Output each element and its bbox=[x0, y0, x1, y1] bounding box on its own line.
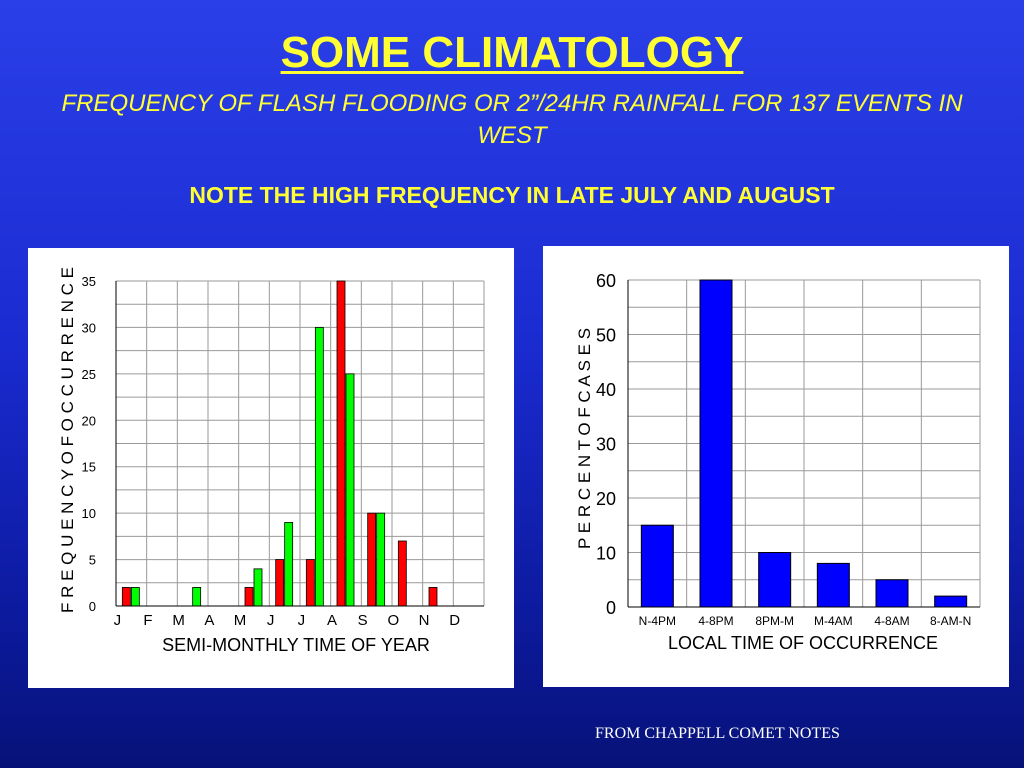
y-tick-label: 5 bbox=[89, 553, 96, 568]
y-axis-label: F R E Q U E N C Y O F O C C U R R E N C … bbox=[58, 267, 77, 613]
x-tick-label: A bbox=[327, 612, 337, 629]
bar-series-2 bbox=[345, 373, 355, 607]
y-tick-label: 10 bbox=[82, 506, 96, 521]
bar-series-1 bbox=[275, 559, 285, 607]
x-tick-label: S bbox=[358, 612, 368, 629]
bar-series-1 bbox=[305, 559, 315, 607]
bar bbox=[699, 279, 733, 608]
bar bbox=[640, 524, 674, 608]
x-tick-label: N bbox=[419, 612, 430, 629]
time-of-day-percent-chart: 0 10 20 30 40 50 60 N-4PM 4-8PM 8PM-M M-4AM 4-8AM 8-… bbox=[575, 271, 981, 653]
x-tick-label: 4-8PM bbox=[698, 614, 733, 628]
x-tick-label: M-4AM bbox=[814, 614, 853, 628]
source-credit: FROM CHAPPELL COMET NOTES bbox=[595, 725, 840, 742]
slide-title: SOME CLIMATOLOGY bbox=[280, 28, 744, 77]
bar-series-2 bbox=[284, 522, 294, 607]
x-tick-label: O bbox=[387, 612, 399, 629]
y-tick-label: 40 bbox=[596, 380, 616, 400]
bar-series-1 bbox=[397, 540, 407, 607]
y-tick-label: 35 bbox=[82, 274, 96, 289]
bar-series-2 bbox=[192, 587, 202, 607]
x-tick-label: M bbox=[172, 612, 185, 629]
y-tick-label: 50 bbox=[596, 326, 616, 346]
bar bbox=[816, 562, 850, 608]
y-tick-label: 15 bbox=[82, 460, 96, 475]
bar bbox=[875, 579, 909, 608]
bar-series-2 bbox=[314, 327, 324, 607]
x-tick-label: A bbox=[204, 612, 214, 629]
y-tick-label: 30 bbox=[82, 320, 96, 335]
bar bbox=[934, 595, 968, 608]
x-tick-label: N-4PM bbox=[639, 614, 676, 628]
semi-monthly-frequency-chart: 0 5 10 15 20 25 30 35 J F M A M J J A S O N D SEMI-MONTHLY T… bbox=[58, 267, 485, 655]
x-tick-label: J bbox=[298, 612, 306, 629]
bar-series-1 bbox=[367, 512, 377, 607]
bar-series-1 bbox=[121, 587, 131, 607]
y-tick-label: 0 bbox=[606, 598, 616, 618]
y-tick-label: 60 bbox=[596, 271, 616, 291]
bar bbox=[758, 552, 792, 608]
bar-series-1 bbox=[428, 587, 438, 607]
x-tick-label: 8PM-M bbox=[755, 614, 794, 628]
x-tick-label: M bbox=[234, 612, 247, 629]
bar-series-1 bbox=[336, 280, 346, 607]
y-tick-label: 20 bbox=[82, 413, 96, 428]
x-tick-label: D bbox=[449, 612, 460, 629]
bar-series-2 bbox=[130, 587, 140, 607]
y-tick-label: 0 bbox=[89, 599, 96, 614]
x-axis-label: LOCAL TIME OF OCCURRENCE bbox=[668, 633, 938, 653]
x-tick-label: 4-8AM bbox=[874, 614, 909, 628]
x-tick-label: J bbox=[114, 612, 122, 629]
bar-series-2 bbox=[253, 568, 263, 607]
slide-note: NOTE THE HIGH FREQUENCY IN LATE JULY AND… bbox=[189, 182, 835, 208]
x-tick-label: J bbox=[267, 612, 275, 629]
time-of-day-chart-panel: 0 10 20 30 40 50 60 N-4PM 4-8PM 8PM-M M-4AM 4-8AM 8-… bbox=[543, 246, 1009, 687]
x-tick-label: F bbox=[143, 612, 152, 629]
x-axis-label: SEMI-MONTHLY TIME OF YEAR bbox=[162, 635, 430, 655]
x-tick-label: 8-AM-N bbox=[930, 614, 971, 628]
y-tick-label: 30 bbox=[596, 435, 616, 455]
y-tick-label: 25 bbox=[82, 367, 96, 382]
bar-series-1 bbox=[244, 587, 254, 607]
y-tick-label: 20 bbox=[596, 489, 616, 509]
semi-monthly-chart-panel: 0 5 10 15 20 25 30 35 J F M A M J J A S O N D SEMI-MONTHLY T… bbox=[28, 248, 514, 688]
slide-subtitle: FREQUENCY OF FLASH FLOODING OR 2”/24HR R… bbox=[61, 90, 963, 149]
y-axis-label: P E R C E N T O F C A S E S bbox=[575, 328, 594, 549]
y-tick-label: 10 bbox=[596, 544, 616, 564]
bar-series-2 bbox=[376, 512, 386, 607]
